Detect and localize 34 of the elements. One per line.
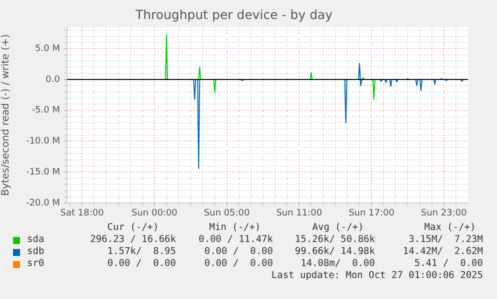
text: 0.00 / 0.00 <box>107 258 176 269</box>
text: Min (-/+) <box>209 222 261 233</box>
y-tick-label: -5.0 M <box>32 106 60 116</box>
text: 1.57k/ 8.95 <box>107 246 176 257</box>
text: 3.15M/ 7.23M <box>408 234 483 245</box>
text: Cur (-/+) <box>107 222 159 233</box>
chart-title: Throughput per device - by day <box>134 6 334 22</box>
text: Max (-/+) <box>424 222 476 233</box>
text: 15.26k/ 50.86k <box>294 234 375 245</box>
text: 0.00 / 0.00 <box>204 258 273 269</box>
text: Avg (-/+) <box>312 222 364 233</box>
text: 0.00 / 0.00 <box>204 246 273 257</box>
x-tick-label: Sun 23:00 <box>420 208 468 219</box>
text: 5.41 / 0.00 <box>414 258 483 269</box>
y-tick-label: 5.0 M <box>35 44 60 54</box>
y-tick-label: -10.0 M <box>26 136 60 147</box>
y-tick-label: -15.0 M <box>26 167 60 178</box>
text: 0.00 / 11.47k <box>198 234 273 245</box>
legend-label: sda <box>27 234 44 245</box>
legend-label: sdb <box>27 246 44 257</box>
text: Last update: Mon Oct 27 01:00:06 2025 <box>271 270 483 281</box>
x-tick-label: Sun 17:00 <box>348 208 395 219</box>
text: 14.42M/ 2.62M <box>402 246 483 257</box>
x-tick-label: Sat 18:00 <box>60 208 104 219</box>
y-tick-label: -20.0 M <box>26 198 60 208</box>
text: 99.66k/ 14.98k <box>294 246 375 257</box>
x-tick-label: Sun 00:00 <box>131 208 178 219</box>
x-tick-label: Sun 05:00 <box>204 208 250 219</box>
text: 14.08m/ 0.00 <box>300 258 375 269</box>
y-axis-title: Bytes/second read (-) / write (+) <box>0 34 12 196</box>
x-tick-label: Sun 11:00 <box>276 208 322 219</box>
legend-label: sr0 <box>27 258 44 269</box>
text: 296.23 / 16.66k <box>90 234 176 245</box>
y-tick-label: 0.0 <box>46 74 60 85</box>
